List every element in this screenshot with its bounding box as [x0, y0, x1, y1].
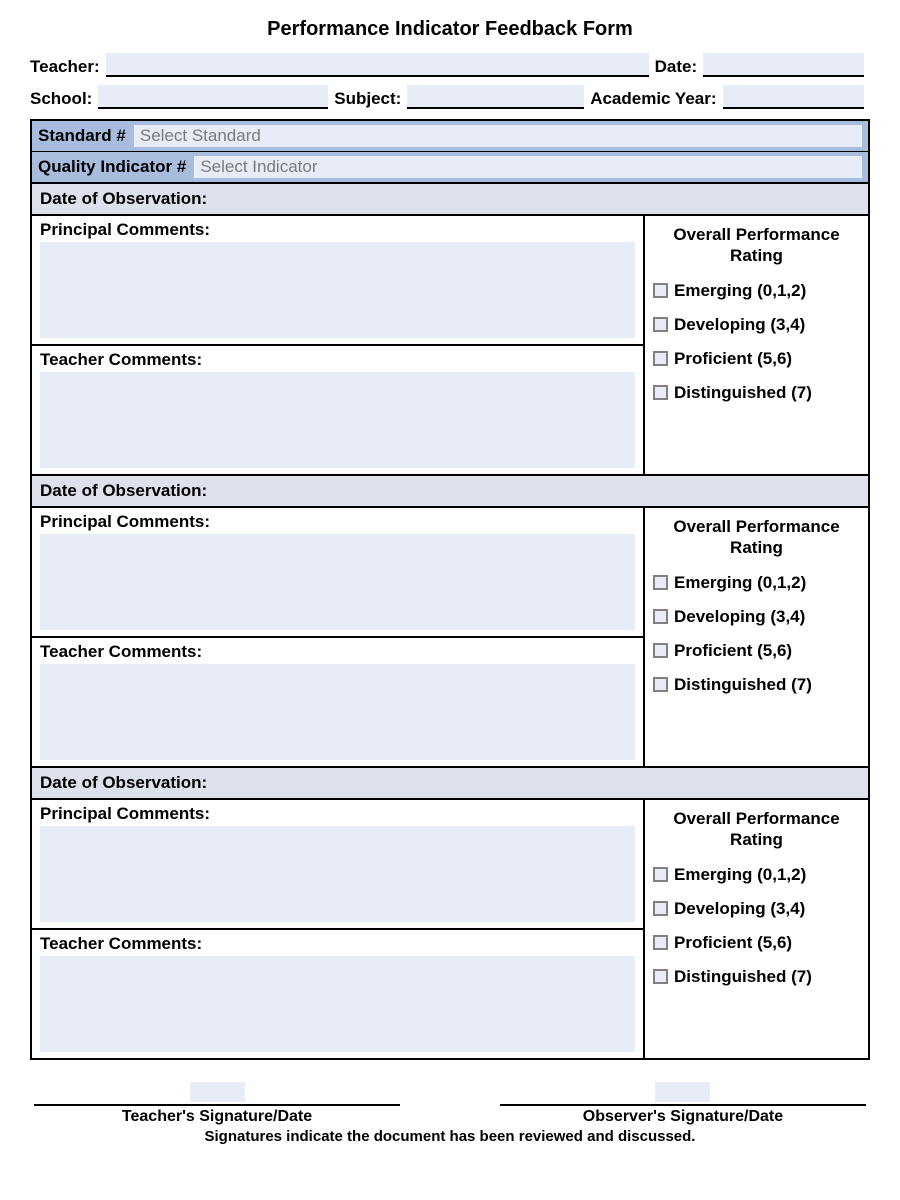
checkbox-icon[interactable]: [653, 643, 668, 658]
principal-comments-block: Principal Comments:: [32, 216, 643, 346]
teacher-comments-input[interactable]: [40, 372, 635, 468]
rating-option[interactable]: Distinguished (7): [653, 675, 860, 695]
rating-option[interactable]: Proficient (5,6): [653, 349, 860, 369]
rating-option[interactable]: Emerging (0,1,2): [653, 281, 860, 301]
school-input[interactable]: [98, 85, 328, 109]
rating-option[interactable]: Developing (3,4): [653, 607, 860, 627]
teacher-label: Teacher:: [30, 57, 100, 77]
main-box: Standard # Select Standard Quality Indic…: [30, 119, 870, 1060]
subject-input[interactable]: [407, 85, 584, 109]
rating-option[interactable]: Emerging (0,1,2): [653, 573, 860, 593]
rating-option[interactable]: Developing (3,4): [653, 315, 860, 335]
quality-indicator-label: Quality Indicator #: [38, 157, 186, 177]
checkbox-icon[interactable]: [653, 385, 668, 400]
rating-option-label: Emerging (0,1,2): [674, 865, 806, 885]
header-row-2: School: Subject: Academic Year:: [30, 85, 870, 109]
principal-comments-label: Principal Comments:: [32, 508, 643, 534]
teacher-comments-block: Teacher Comments:: [32, 930, 643, 1058]
teacher-comments-label: Teacher Comments:: [32, 638, 643, 664]
rating-option-label: Developing (3,4): [674, 899, 805, 919]
footer-note: Signatures indicate the document has bee…: [30, 1128, 870, 1145]
observation-date-header: Date of Observation:: [32, 474, 868, 508]
checkbox-icon[interactable]: [653, 867, 668, 882]
teacher-comments-block: Teacher Comments:: [32, 638, 643, 766]
observation-body: Principal Comments:Teacher Comments:Over…: [32, 508, 868, 766]
header-row-1: Teacher: Date:: [30, 53, 870, 77]
checkbox-icon[interactable]: [653, 677, 668, 692]
date-input[interactable]: [703, 53, 864, 77]
rating-column: Overall Performance Rating Emerging (0,1,…: [643, 216, 868, 474]
rating-option[interactable]: Emerging (0,1,2): [653, 865, 860, 885]
checkbox-icon[interactable]: [653, 351, 668, 366]
subject-label: Subject:: [334, 89, 401, 109]
principal-comments-block: Principal Comments:: [32, 508, 643, 638]
observer-signature-label: Observer's Signature/Date: [500, 1104, 866, 1126]
rating-option[interactable]: Developing (3,4): [653, 899, 860, 919]
rating-title: Overall Performance Rating: [653, 224, 860, 267]
observer-signature-block: Observer's Signature/Date: [500, 1082, 866, 1126]
standard-band: Standard # Select Standard: [32, 121, 868, 152]
teacher-comments-input[interactable]: [40, 956, 635, 1052]
school-label: School:: [30, 89, 92, 109]
quality-indicator-band: Quality Indicator # Select Indicator: [32, 152, 868, 183]
observation-body: Principal Comments:Teacher Comments:Over…: [32, 800, 868, 1058]
rating-option-label: Developing (3,4): [674, 607, 805, 627]
rating-option-label: Proficient (5,6): [674, 349, 792, 369]
rating-title: Overall Performance Rating: [653, 516, 860, 559]
checkbox-icon[interactable]: [653, 935, 668, 950]
rating-option-label: Developing (3,4): [674, 315, 805, 335]
teacher-comments-label: Teacher Comments:: [32, 930, 643, 956]
observation-date-header: Date of Observation:: [32, 183, 868, 216]
rating-option[interactable]: Distinguished (7): [653, 967, 860, 987]
quality-indicator-select[interactable]: Select Indicator: [194, 156, 862, 178]
checkbox-icon[interactable]: [653, 575, 668, 590]
rating-column: Overall Performance Rating Emerging (0,1,…: [643, 508, 868, 766]
observation-body: Principal Comments:Teacher Comments:Over…: [32, 216, 868, 474]
academic-year-input[interactable]: [723, 85, 864, 109]
rating-option-label: Emerging (0,1,2): [674, 281, 806, 301]
principal-comments-input[interactable]: [40, 242, 635, 338]
rating-option-label: Distinguished (7): [674, 967, 812, 987]
teacher-input[interactable]: [106, 53, 649, 77]
checkbox-icon[interactable]: [653, 969, 668, 984]
rating-title: Overall Performance Rating: [653, 808, 860, 851]
principal-comments-label: Principal Comments:: [32, 216, 643, 242]
rating-option-label: Emerging (0,1,2): [674, 573, 806, 593]
checkbox-icon[interactable]: [653, 609, 668, 624]
rating-option-label: Distinguished (7): [674, 675, 812, 695]
rating-option[interactable]: Proficient (5,6): [653, 933, 860, 953]
principal-comments-block: Principal Comments:: [32, 800, 643, 930]
rating-option-label: Proficient (5,6): [674, 933, 792, 953]
principal-comments-input[interactable]: [40, 826, 635, 922]
teacher-comments-label: Teacher Comments:: [32, 346, 643, 372]
rating-option[interactable]: Proficient (5,6): [653, 641, 860, 661]
standard-select[interactable]: Select Standard: [134, 125, 862, 147]
standard-label: Standard #: [38, 126, 126, 146]
comments-column: Principal Comments: Teacher Comments:: [32, 216, 643, 474]
principal-comments-label: Principal Comments:: [32, 800, 643, 826]
principal-comments-input[interactable]: [40, 534, 635, 630]
rating-option-label: Distinguished (7): [674, 383, 812, 403]
rating-column: Overall Performance Rating Emerging (0,1,…: [643, 800, 868, 1058]
comments-column: Principal Comments: Teacher Comments:: [32, 800, 643, 1058]
observer-signature-input[interactable]: [655, 1082, 710, 1102]
rating-option[interactable]: Distinguished (7): [653, 383, 860, 403]
form-page: Performance Indicator Feedback Form Teac…: [0, 0, 900, 1155]
checkbox-icon[interactable]: [653, 283, 668, 298]
observation-date-header: Date of Observation:: [32, 766, 868, 800]
page-title: Performance Indicator Feedback Form: [30, 18, 870, 41]
teacher-signature-input[interactable]: [190, 1082, 245, 1102]
teacher-signature-block: Teacher's Signature/Date: [34, 1082, 400, 1126]
checkbox-icon[interactable]: [653, 901, 668, 916]
observations-container: Date of Observation:Principal Comments:T…: [32, 183, 868, 1058]
checkbox-icon[interactable]: [653, 317, 668, 332]
comments-column: Principal Comments: Teacher Comments:: [32, 508, 643, 766]
rating-option-label: Proficient (5,6): [674, 641, 792, 661]
signature-area: Teacher's Signature/Date Observer's Sign…: [30, 1082, 870, 1126]
date-label: Date:: [655, 57, 698, 77]
teacher-comments-block: Teacher Comments:: [32, 346, 643, 474]
teacher-signature-label: Teacher's Signature/Date: [34, 1104, 400, 1126]
academic-year-label: Academic Year:: [590, 89, 716, 109]
teacher-comments-input[interactable]: [40, 664, 635, 760]
